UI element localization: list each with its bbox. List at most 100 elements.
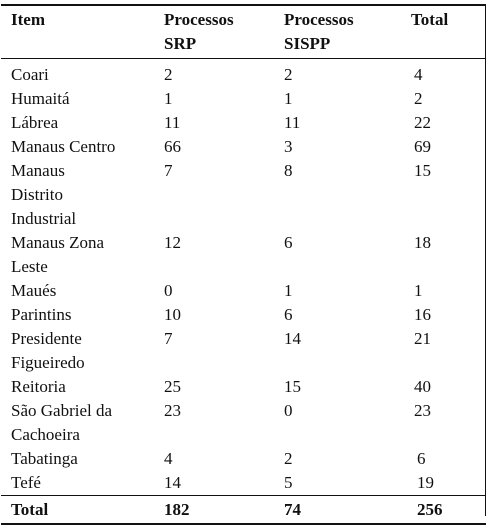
table-row: Maués 0 1 1 [1,279,486,303]
footer-label: Total [1,495,154,525]
cell-total: 15 [414,161,431,180]
header-item-label: Item [11,10,45,29]
cell-total: 16 [414,305,431,324]
table-body: Coari 2 2 4 Humaitá 1 1 2 Lábrea 11 11 22 Manaus Cen… [1,59,486,496]
cell-item-line: Reitoria [11,377,66,396]
cell-item-line: Manaus Centro [11,137,116,156]
table-row: Presidente Figueiredo 7 14 21 [1,327,486,375]
footer-total: 256 [401,495,486,525]
header-item: Item [1,4,154,59]
table-row: Humaitá 1 1 2 [1,87,486,111]
cell-total: 19 [417,473,434,492]
processes-table: Item Processos SRP Processos SISPP Total… [1,4,486,525]
cell-srp: 66 [164,137,181,156]
cell-srp: 2 [164,65,173,84]
cell-total: 2 [414,89,423,108]
cell-sispp: 15 [284,377,301,396]
cell-item: Humaitá [1,87,154,111]
cell-total: 69 [414,137,431,156]
table-row: São Gabriel da Cachoeira 23 0 23 [1,399,486,447]
cell-item: Manaus Zona Leste [1,231,154,279]
cell-sispp: 3 [284,137,293,156]
cell-item-line: Coari [11,65,49,84]
header-total: Total [401,4,486,59]
cell-total: 23 [414,401,431,420]
cell-item-line: Distrito [11,185,63,204]
cell-sispp: 5 [284,473,293,492]
header-sispp-line2: SISPP [284,34,331,53]
header-sispp-line1: Processos [284,10,354,29]
cell-total: 1 [414,281,423,300]
table-row: Parintins 10 6 16 [1,303,486,327]
cell-sispp: 1 [284,89,293,108]
cell-item-line: Manaus [11,161,65,180]
cell-item: Manaus Centro [1,135,154,159]
cell-item-line: Parintins [11,305,72,324]
footer-sispp: 74 [274,495,401,525]
cell-item-line: São Gabriel da [11,401,113,420]
cell-item: Reitoria [1,375,154,399]
table-row: Lábrea 11 11 22 [1,111,486,135]
cell-item-line: Cachoeira [11,425,80,444]
cell-item-line: Presidente [11,329,82,348]
table-row: Reitoria 25 15 40 [1,375,486,399]
header-srp: Processos SRP [154,4,274,59]
cell-item: Tefé [1,471,154,496]
cell-item-line: Leste [11,257,48,276]
cell-sispp: 2 [284,65,293,84]
cell-item-line: Manaus Zona [11,233,105,252]
cell-item-line: Industrial [11,209,77,228]
cell-total: 18 [414,233,431,252]
cell-item-line: Maués [11,281,57,300]
table-row: Coari 2 2 4 [1,59,486,88]
cell-sispp: 14 [284,329,301,348]
cell-sispp: 8 [284,161,293,180]
cell-item: Lábrea [1,111,154,135]
cell-total: 21 [414,329,431,348]
cell-item-line: Figueiredo [11,353,85,372]
footer-srp: 182 [154,495,274,525]
cell-srp: 11 [164,113,181,132]
cell-sispp: 0 [284,401,293,420]
cell-item-line: Tabatinga [11,449,78,468]
cell-item: Coari [1,59,154,88]
table-right-rule [485,4,486,516]
cell-srp: 7 [164,161,173,180]
cell-srp: 12 [164,233,181,252]
cell-srp: 0 [164,281,173,300]
cell-srp: 14 [164,473,181,492]
cell-item: Parintins [1,303,154,327]
cell-item: Maués [1,279,154,303]
cell-item: Presidente Figueiredo [1,327,154,375]
table-header: Item Processos SRP Processos SISPP Total [1,4,486,59]
cell-srp: 7 [164,329,173,348]
cell-item: São Gabriel da Cachoeira [1,399,154,447]
cell-item-line: Tefé [11,473,41,492]
cell-sispp: 6 [284,305,293,324]
cell-sispp: 2 [284,449,293,468]
cell-srp: 25 [164,377,181,396]
cell-total: 22 [414,113,431,132]
cell-item: Manaus Distrito Industrial [1,159,154,231]
header-row: Item Processos SRP Processos SISPP Total [1,4,486,59]
header-srp-line2: SRP [164,34,197,53]
cell-item: Tabatinga [1,447,154,471]
cell-srp: 1 [164,89,173,108]
table-row: Manaus Centro 66 3 69 [1,135,486,159]
table-footer: Total 182 74 256 [1,495,486,525]
table-row: Tefé 14 5 19 [1,471,486,496]
cell-total: 40 [414,377,431,396]
cell-srp: 10 [164,305,181,324]
header-sispp: Processos SISPP [274,4,401,59]
table-row: Manaus Distrito Industrial 7 8 15 [1,159,486,231]
cell-total: 6 [417,449,426,468]
cell-sispp: 6 [284,233,293,252]
cell-item-line: Humaitá [11,89,70,108]
cell-sispp: 11 [284,113,301,132]
table-row: Tabatinga 4 2 6 [1,447,486,471]
cell-sispp: 1 [284,281,293,300]
header-total-label: Total [411,10,449,29]
cell-srp: 4 [164,449,173,468]
header-srp-line1: Processos [164,10,234,29]
